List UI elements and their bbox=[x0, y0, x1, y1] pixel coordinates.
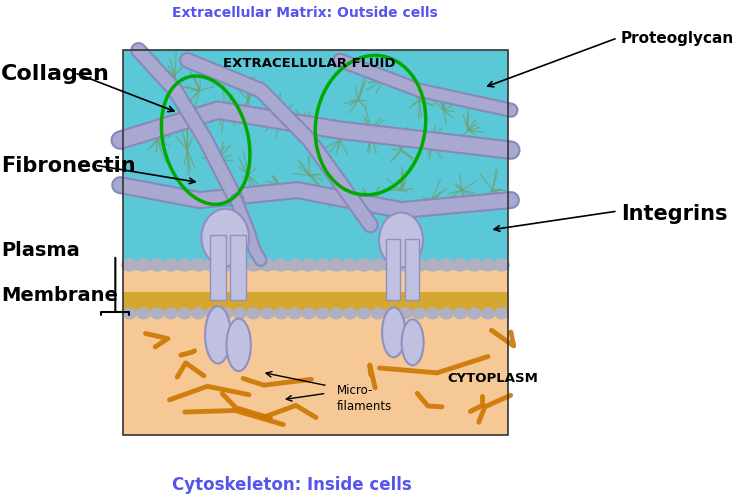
Circle shape bbox=[273, 260, 288, 272]
Circle shape bbox=[164, 309, 177, 319]
Circle shape bbox=[274, 309, 287, 319]
Circle shape bbox=[260, 260, 275, 272]
Text: Collagen: Collagen bbox=[1, 64, 110, 84]
Circle shape bbox=[191, 260, 206, 272]
Circle shape bbox=[495, 260, 509, 272]
Circle shape bbox=[123, 309, 136, 319]
Circle shape bbox=[384, 260, 398, 272]
Circle shape bbox=[440, 260, 454, 272]
Circle shape bbox=[398, 309, 412, 319]
Circle shape bbox=[343, 309, 356, 319]
Bar bbox=[405, 239, 419, 300]
Circle shape bbox=[192, 309, 205, 319]
Text: Proteoglycan: Proteoglycan bbox=[621, 31, 734, 46]
Ellipse shape bbox=[201, 209, 249, 267]
Text: Micro-
filaments: Micro- filaments bbox=[337, 383, 392, 412]
Circle shape bbox=[233, 309, 246, 319]
Circle shape bbox=[315, 260, 330, 272]
Circle shape bbox=[467, 309, 481, 319]
Circle shape bbox=[247, 309, 260, 319]
Circle shape bbox=[301, 260, 316, 272]
Bar bbox=[123, 51, 508, 271]
Circle shape bbox=[426, 309, 440, 319]
Ellipse shape bbox=[382, 308, 405, 358]
Circle shape bbox=[137, 309, 150, 319]
Circle shape bbox=[178, 309, 191, 319]
Text: Fibronectin: Fibronectin bbox=[1, 156, 136, 176]
Circle shape bbox=[370, 260, 385, 272]
Circle shape bbox=[467, 260, 481, 272]
Circle shape bbox=[151, 309, 164, 319]
Circle shape bbox=[206, 309, 219, 319]
Circle shape bbox=[261, 309, 274, 319]
Circle shape bbox=[357, 309, 370, 319]
Text: Membrane: Membrane bbox=[1, 286, 118, 305]
Circle shape bbox=[412, 260, 426, 272]
Circle shape bbox=[481, 309, 495, 319]
Circle shape bbox=[398, 260, 412, 272]
Circle shape bbox=[371, 309, 384, 319]
Circle shape bbox=[495, 309, 509, 319]
Text: Plasma: Plasma bbox=[1, 241, 80, 260]
Circle shape bbox=[205, 260, 220, 272]
Circle shape bbox=[481, 260, 495, 272]
Ellipse shape bbox=[401, 320, 423, 366]
Bar bbox=[230, 235, 246, 300]
Bar bbox=[123, 51, 508, 435]
Text: CYTOPLASM: CYTOPLASM bbox=[447, 371, 538, 384]
Bar bbox=[387, 239, 401, 300]
Circle shape bbox=[288, 309, 301, 319]
Circle shape bbox=[440, 309, 453, 319]
Circle shape bbox=[330, 309, 343, 319]
Ellipse shape bbox=[205, 307, 231, 364]
Circle shape bbox=[122, 260, 137, 272]
Circle shape bbox=[219, 309, 232, 319]
Text: Integrins: Integrins bbox=[621, 203, 727, 223]
Bar bbox=[123, 271, 508, 435]
Circle shape bbox=[232, 260, 247, 272]
Circle shape bbox=[329, 260, 343, 272]
Text: Extracellular Matrix: Outside cells: Extracellular Matrix: Outside cells bbox=[172, 7, 438, 21]
Circle shape bbox=[316, 309, 329, 319]
Circle shape bbox=[163, 260, 178, 272]
Circle shape bbox=[136, 260, 151, 272]
Circle shape bbox=[453, 260, 467, 272]
Circle shape bbox=[150, 260, 165, 272]
Circle shape bbox=[246, 260, 261, 272]
Circle shape bbox=[385, 309, 398, 319]
Circle shape bbox=[426, 260, 440, 272]
Circle shape bbox=[302, 309, 315, 319]
Circle shape bbox=[177, 260, 192, 272]
Bar bbox=[123, 293, 508, 315]
Bar bbox=[210, 235, 226, 300]
Circle shape bbox=[412, 309, 426, 319]
Circle shape bbox=[356, 260, 371, 272]
Circle shape bbox=[453, 309, 467, 319]
Circle shape bbox=[343, 260, 357, 272]
Ellipse shape bbox=[226, 319, 251, 371]
Text: Cytoskeleton: Inside cells: Cytoskeleton: Inside cells bbox=[172, 474, 412, 492]
Circle shape bbox=[287, 260, 302, 272]
Circle shape bbox=[218, 260, 233, 272]
Text: EXTRACELLULAR FLUID: EXTRACELLULAR FLUID bbox=[223, 57, 395, 70]
Ellipse shape bbox=[379, 213, 423, 268]
